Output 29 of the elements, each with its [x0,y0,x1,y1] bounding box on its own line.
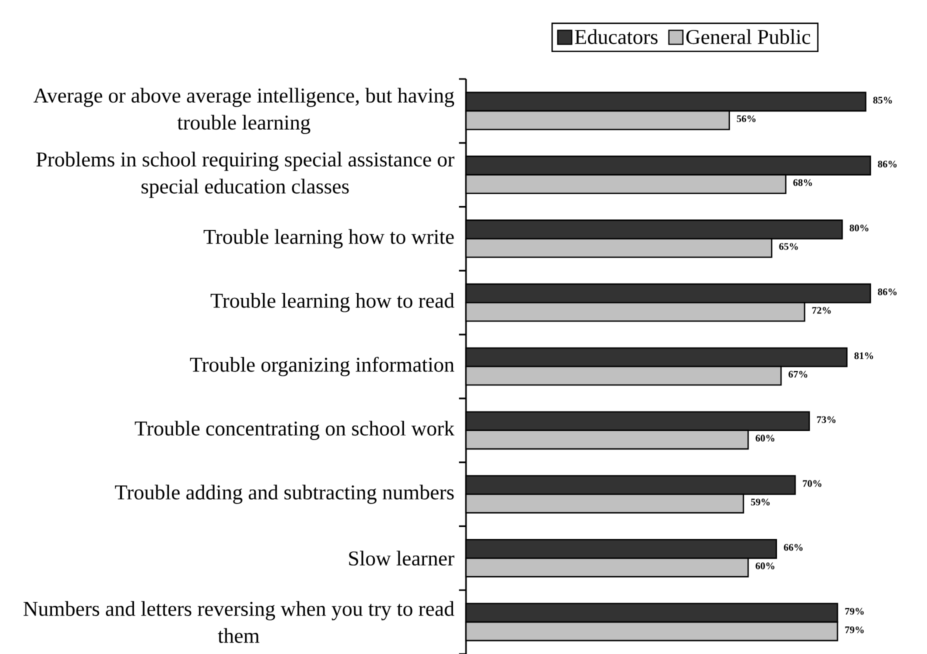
y-tick-label: Slow learner [349,550,454,566]
y-tick-label: Numbers and letters reversing when you try to read them [24,601,454,643]
y-tick-label: Trouble adding and subtracting numbers [115,484,454,504]
legend-label: General Public [686,29,810,44]
legend-label: Educators [574,29,658,44]
y-tick-label: Problems in school requiring special assistance or special education classes [36,152,454,198]
data-label: 56% [736,115,756,122]
y-tick-label: Trouble learning how to write [204,229,454,248]
data-label: 60% [756,562,774,570]
data-label: 86% [878,160,897,168]
data-label: 68% [793,179,812,186]
data-label: 85% [873,96,892,104]
data-label: 86% [878,288,897,296]
data-label: 70% [802,480,822,487]
data-label: 79% [845,626,864,634]
data-label: 60% [756,434,774,442]
y-tick-label: Trouble learning how to read [210,293,454,312]
data-label: 59% [751,498,770,506]
y-tick-label: Average or above average intelligence, but having trouble learning [34,88,454,134]
data-label: 73% [817,416,836,423]
y-tick-label: Trouble concentrating on school work [134,420,454,440]
data-label: 80% [850,224,868,232]
data-label: 66% [784,544,803,551]
data-label: 67% [788,370,808,378]
data-label: 65% [779,243,798,250]
data-label: 79% [845,608,864,615]
data-label: 72% [812,307,831,314]
data-label: 81% [854,352,874,360]
y-tick-label: Trouble organizing information [190,356,454,376]
